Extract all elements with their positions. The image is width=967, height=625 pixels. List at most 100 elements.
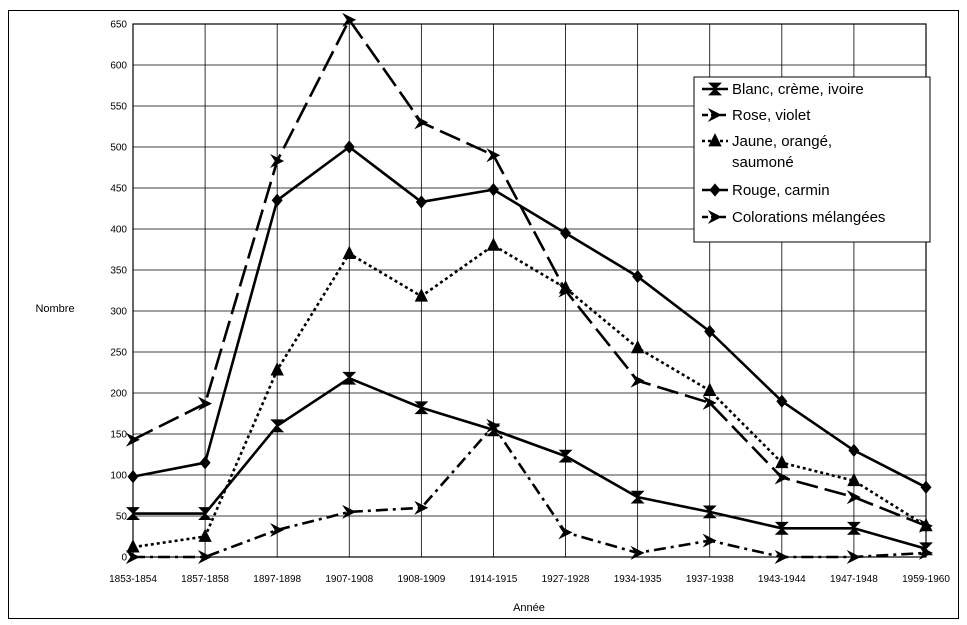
data-point <box>775 454 789 469</box>
data-point <box>271 193 283 207</box>
data-point <box>415 195 427 209</box>
data-point <box>702 395 717 410</box>
legend-label: Rose, violet <box>732 107 811 124</box>
series-line <box>133 424 927 559</box>
legend-label: Jaune, orangé, saumoné <box>732 133 832 171</box>
data-point <box>126 507 140 520</box>
data-point <box>342 504 357 519</box>
data-point <box>558 525 573 540</box>
x-tick-label: 1914-1915 <box>470 574 518 585</box>
legend-swatch-marker <box>708 133 722 147</box>
series-3 <box>126 237 933 553</box>
x-tick-label: 1897-1898 <box>253 574 301 585</box>
y-tick-label: 50 <box>116 512 128 523</box>
series-2 <box>125 12 933 533</box>
data-point <box>632 269 644 284</box>
data-point <box>487 183 499 197</box>
legend-box <box>693 76 931 243</box>
data-point <box>199 456 211 470</box>
data-point <box>560 226 572 240</box>
data-point <box>558 449 573 463</box>
data-point <box>846 490 861 505</box>
y-tick-label: 650 <box>110 20 127 31</box>
legend-label: Colorations mélangées <box>732 209 885 226</box>
y-tick-label: 450 <box>110 184 127 195</box>
data-point <box>125 549 140 565</box>
data-point <box>704 324 716 339</box>
data-point <box>125 432 140 447</box>
data-point <box>342 371 357 385</box>
y-tick-label: 600 <box>110 61 127 72</box>
legend: Blanc, crème, ivoire Rose, violet Jaune, o… <box>693 76 931 243</box>
series-layer <box>125 12 933 565</box>
data-point <box>486 237 501 251</box>
data-point <box>847 472 861 487</box>
data-point <box>197 396 212 411</box>
y-tick-label: 0 <box>121 553 127 564</box>
y-axis-label: Nombre <box>35 303 74 315</box>
data-point <box>414 500 429 515</box>
x-tick-label: 1927-1928 <box>542 574 590 585</box>
legend-label-line: saumoné <box>732 154 794 171</box>
data-point <box>270 419 285 433</box>
data-point <box>342 245 356 259</box>
data-point <box>414 401 429 415</box>
data-point <box>920 480 932 494</box>
data-point <box>848 443 860 458</box>
y-tick-label: 200 <box>110 389 127 400</box>
x-axis-ticks: 1853-1854 1857-1858 1897-1898 1907-1908 1908… <box>109 574 950 585</box>
data-point <box>270 153 285 168</box>
legend-label: Blanc, crème, ivoire <box>732 81 864 98</box>
y-tick-label: 150 <box>110 430 127 441</box>
x-tick-label: 1959-1960 <box>902 574 950 585</box>
data-point <box>414 115 429 130</box>
data-point <box>127 470 139 484</box>
data-point <box>270 522 285 537</box>
data-point <box>919 517 933 532</box>
data-point <box>342 12 357 27</box>
data-point <box>486 148 501 163</box>
y-tick-label: 350 <box>110 266 127 277</box>
data-point <box>774 549 789 565</box>
x-tick-label: 1937-1938 <box>686 574 734 585</box>
data-point <box>630 340 645 354</box>
y-axis-ticks: 0 50 100 150 200 250 300 350 400 450 500 550 600 650 <box>110 20 127 564</box>
series-line <box>132 145 927 489</box>
legend-label-line: Jaune, orangé, <box>732 133 832 150</box>
data-point <box>774 470 789 485</box>
series-line <box>133 376 927 551</box>
legend-swatch-marker <box>707 107 722 123</box>
series-5 <box>125 418 933 565</box>
x-tick-label: 1907-1908 <box>325 574 373 585</box>
data-point <box>198 507 213 520</box>
y-tick-label: 250 <box>110 348 127 359</box>
data-point <box>630 545 645 560</box>
data-point <box>197 549 212 565</box>
series-line <box>132 244 927 549</box>
plot-area-border <box>132 23 927 558</box>
data-point <box>774 521 789 535</box>
legend-label: Rouge, carmin <box>732 182 830 199</box>
series-4 <box>127 140 932 494</box>
y-tick-label: 550 <box>110 102 127 113</box>
x-tick-label: 1943-1944 <box>758 574 806 585</box>
y-tick-label: 100 <box>110 471 127 482</box>
data-point <box>630 490 645 504</box>
data-point <box>558 280 573 294</box>
y-tick-label: 300 <box>110 307 127 318</box>
x-tick-label: 1857-1858 <box>181 574 229 585</box>
data-point <box>343 140 355 154</box>
data-point <box>918 545 933 560</box>
data-point <box>630 373 645 388</box>
data-point <box>703 382 717 396</box>
data-point <box>126 539 140 553</box>
x-tick-label: 1934-1935 <box>614 574 662 585</box>
x-tick-label: 1947-1948 <box>830 574 878 585</box>
chart-frame <box>8 10 959 619</box>
data-point <box>776 394 788 408</box>
data-point <box>702 505 717 519</box>
data-point <box>270 362 284 376</box>
x-tick-label: 1908-1909 <box>397 574 445 585</box>
y-tick-label: 500 <box>110 143 127 154</box>
data-point <box>702 533 717 548</box>
